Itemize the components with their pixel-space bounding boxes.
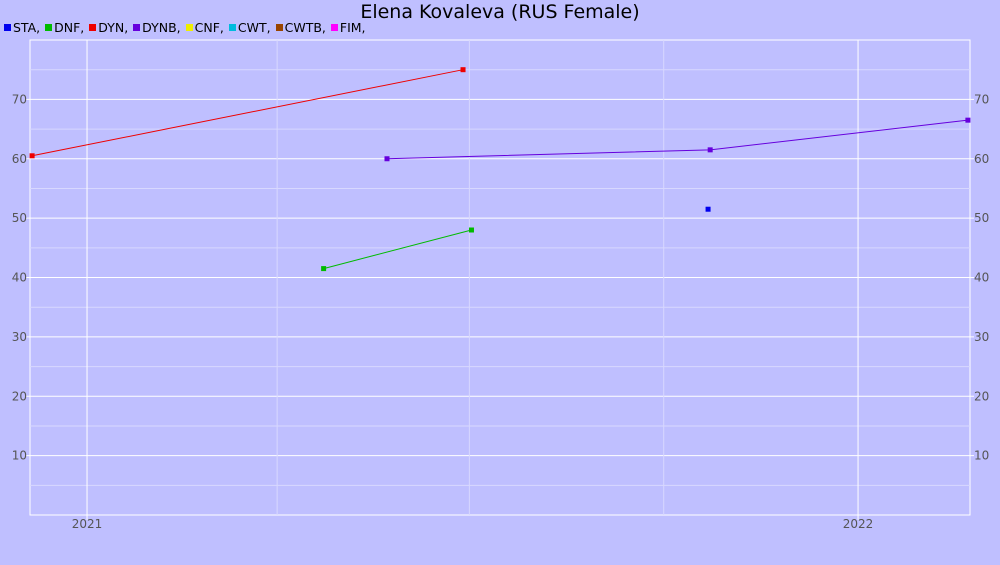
legend: STA, DNF, DYN, DYNB, CNF, CWT, CWTB, FIM, — [4, 20, 371, 35]
y-tick-label-left: 50 — [12, 211, 27, 225]
legend-label: STA, — [13, 20, 41, 35]
legend-item-fim: FIM, — [330, 20, 366, 35]
legend-label: CWT, — [237, 20, 271, 35]
data-point-dynb — [384, 156, 390, 162]
series-line-dynb — [386, 119, 968, 160]
legend-swatch — [133, 24, 141, 31]
legend-item-dnf: DNF, — [45, 20, 84, 35]
y-tick-label-right: 70 — [974, 92, 989, 106]
legend-swatch — [228, 24, 236, 31]
y-tick-label-left: 70 — [12, 92, 27, 106]
x-tick-label: 2022 — [843, 517, 874, 531]
legend-item-dynb: DYNB, — [133, 20, 181, 35]
legend-swatch — [89, 24, 97, 31]
data-point-dynb — [707, 147, 713, 153]
data-point-dyn — [460, 67, 466, 73]
y-tick-label-right: 50 — [974, 211, 989, 225]
data-point-dyn — [29, 153, 35, 159]
legend-item-dyn: DYN, — [89, 20, 128, 35]
y-tick-label-right: 40 — [974, 271, 989, 285]
legend-label: DYNB, — [142, 20, 181, 35]
data-point-sta — [705, 206, 711, 212]
data-point-dnf — [468, 227, 474, 233]
legend-label: DNF, — [54, 20, 85, 35]
y-tick-label-left: 30 — [12, 330, 27, 344]
y-tick-label-right: 20 — [974, 389, 989, 403]
y-tick-label-right: 60 — [974, 152, 989, 166]
series-line-dyn — [32, 69, 464, 157]
y-tick-label-left: 40 — [12, 271, 27, 285]
data-point-dnf — [321, 266, 327, 272]
y-tick-label-left: 20 — [12, 389, 27, 403]
legend-item-cwt: CWT, — [228, 20, 271, 35]
y-tick-label-left: 60 — [12, 152, 27, 166]
series-line-dnf — [323, 229, 472, 270]
legend-label: FIM, — [339, 20, 366, 35]
legend-item-cwtb: CWTB, — [275, 20, 326, 35]
y-tick-label-right: 30 — [974, 330, 989, 344]
legend-swatch — [275, 24, 283, 31]
legend-swatch — [45, 24, 53, 31]
legend-label: DYN, — [98, 20, 129, 35]
legend-swatch — [185, 24, 193, 31]
x-tick-label: 2021 — [72, 517, 103, 531]
legend-label: CWTB, — [284, 20, 326, 35]
legend-item-cnf: CNF, — [185, 20, 224, 35]
y-tick-label-right: 10 — [974, 449, 989, 463]
legend-swatch — [330, 24, 338, 31]
legend-item-sta: STA, — [4, 20, 40, 35]
data-point-dynb — [965, 117, 971, 123]
legend-swatch — [4, 24, 11, 31]
y-tick-label-left: 10 — [12, 449, 27, 463]
chart-title: Elena Kovaleva (RUS Female) — [360, 1, 640, 23]
legend-label: CNF, — [194, 20, 224, 35]
